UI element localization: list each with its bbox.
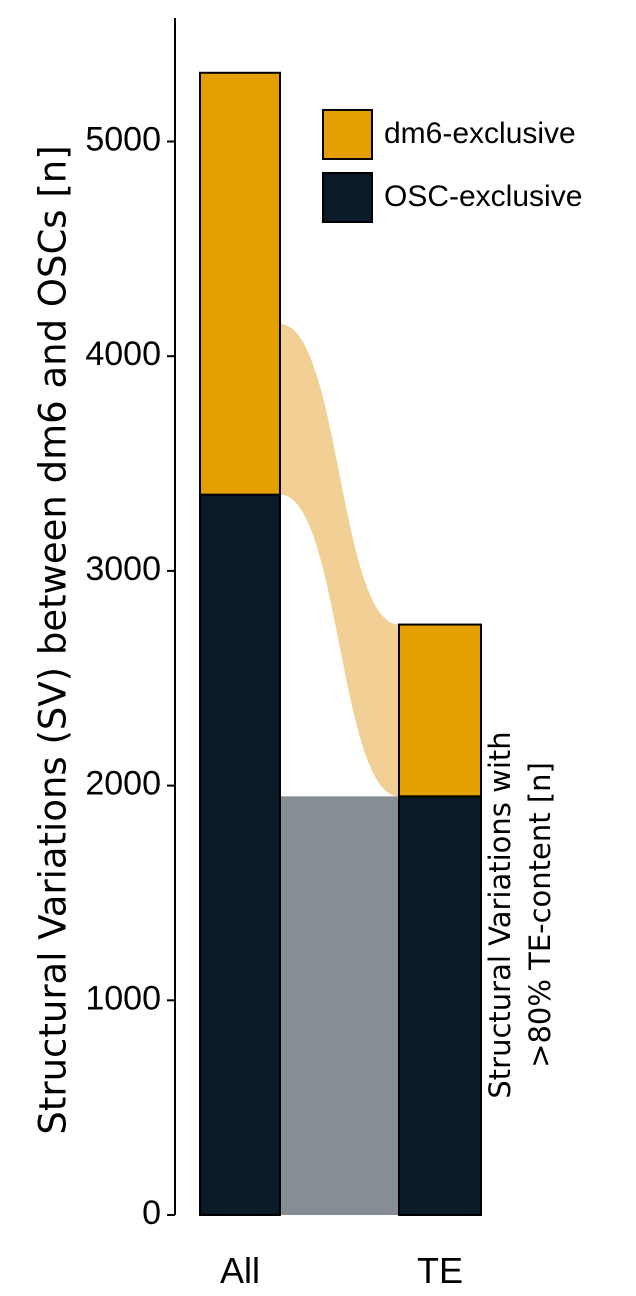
- bar-te-osc-exclusive: [398, 795, 482, 1217]
- bar-all-osc-exclusive: [199, 493, 281, 1216]
- y-tick-label: 1000: [85, 979, 161, 1017]
- flow-band-osc: [280, 796, 399, 1215]
- side-axis-title-line2: >80% TE-content [n]: [523, 762, 557, 1068]
- side-axis-title-line1: Structural Variations with: [483, 731, 517, 1098]
- legend: dm6-exclusive OSC-exclusive: [322, 109, 582, 223]
- flow-band-dm6: [280, 323, 399, 797]
- legend-label: dm6-exclusive: [384, 117, 576, 150]
- flow-bands: [280, 323, 399, 1215]
- legend-swatch: [322, 109, 373, 160]
- x-category-label: All: [220, 1250, 260, 1291]
- y-tick-label: 2000: [85, 765, 161, 803]
- y-axis-ticks: 0 1000 2000 3000 4000 5000: [85, 120, 175, 1232]
- y-tick-label: 3000: [85, 550, 161, 588]
- legend-label: OSC-exclusive: [384, 180, 582, 213]
- y-axis-title: Structural Variations (SV) between dm6 a…: [32, 145, 75, 1134]
- bar-te-dm6-exclusive: [398, 623, 482, 798]
- legend-swatch: [322, 172, 373, 223]
- x-axis-categories: All TE: [220, 1250, 463, 1291]
- side-axis-title: Structural Variations with >80% TE-conte…: [483, 731, 557, 1098]
- x-category-label: TE: [417, 1250, 463, 1291]
- bar-all-dm6-exclusive: [199, 71, 281, 496]
- y-tick-label: 5000: [85, 120, 161, 158]
- y-tick-label: 0: [142, 1194, 161, 1232]
- y-tick-label: 4000: [85, 335, 161, 373]
- stacked-bars: [199, 71, 482, 1217]
